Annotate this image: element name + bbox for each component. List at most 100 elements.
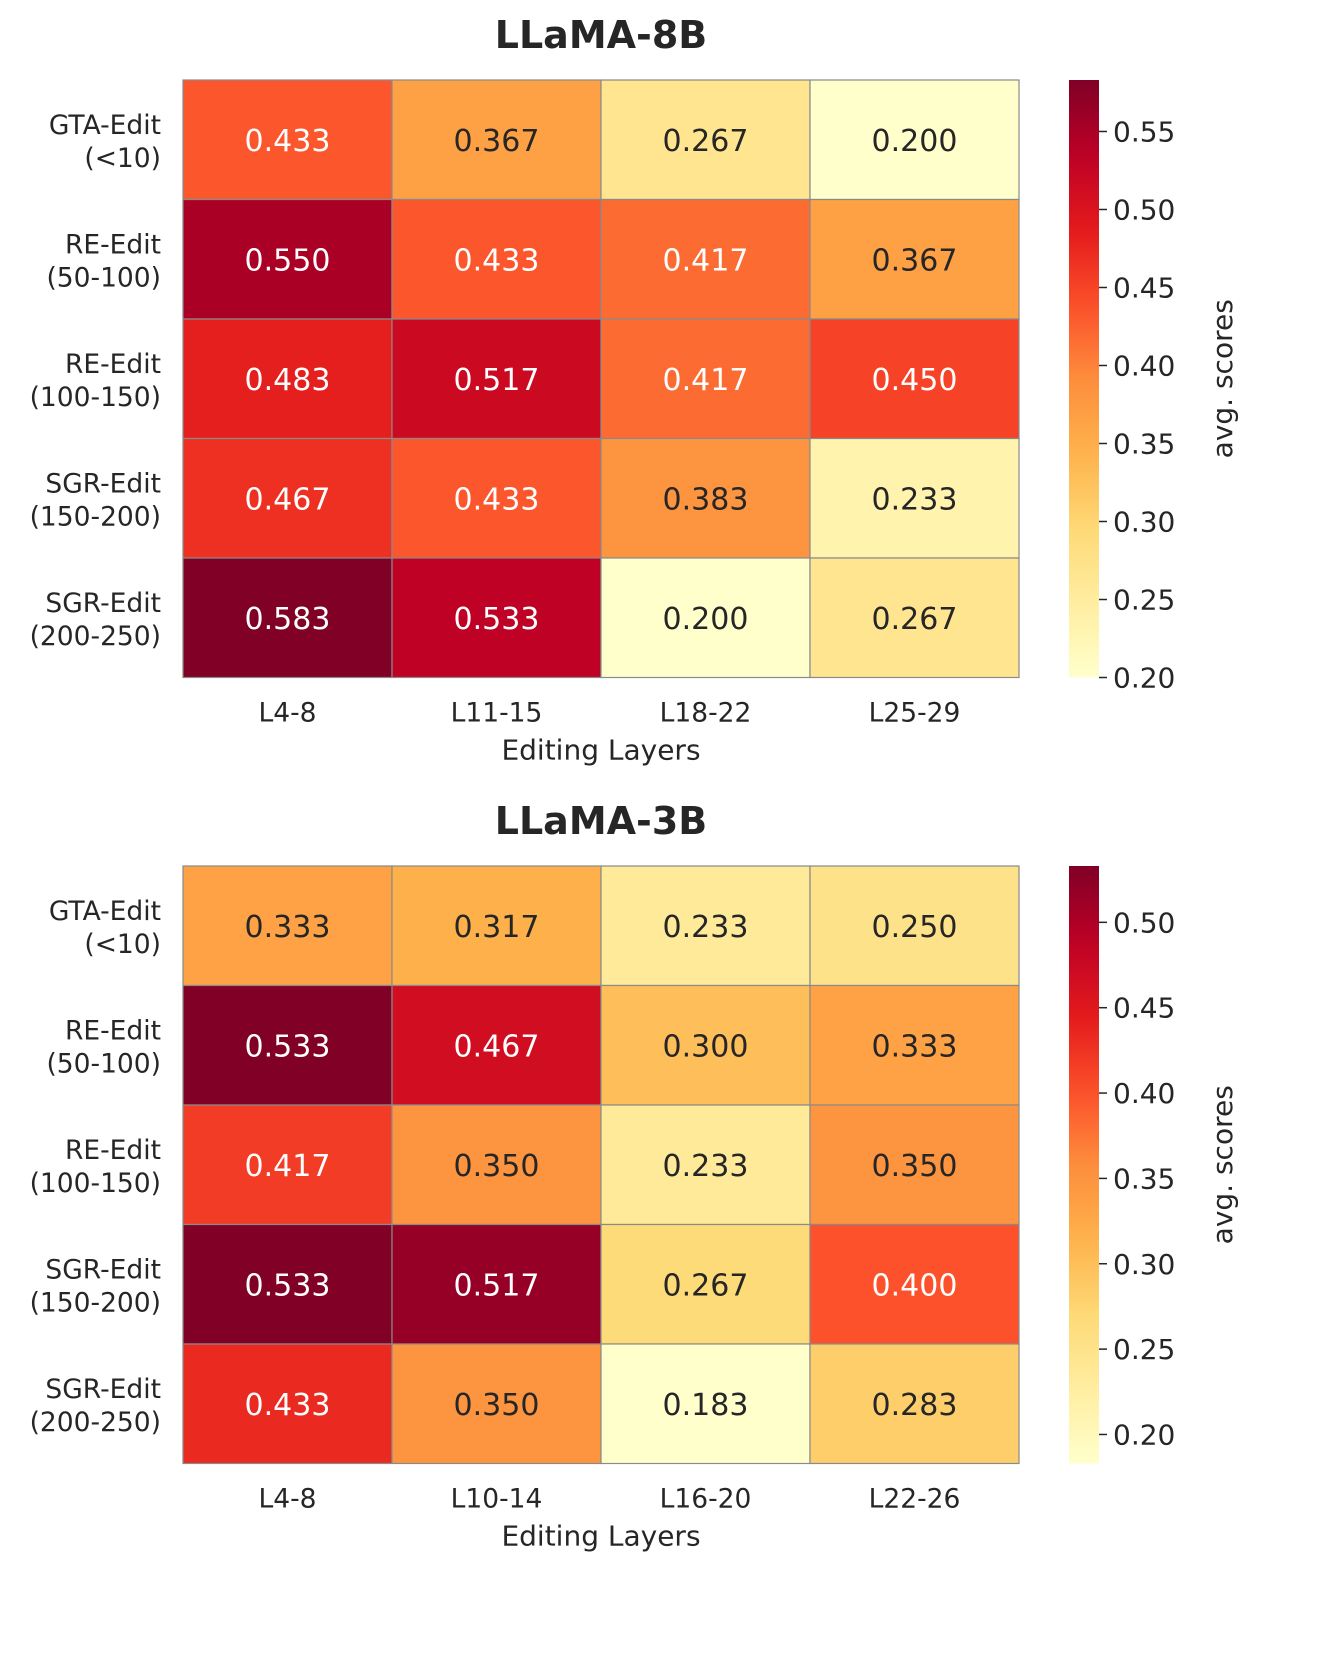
x-tick-label: L18-22 [660,698,752,729]
y-tick-label: SGR-Edit (150-200) [30,468,161,532]
cell-value-label: 0.233 [872,482,958,517]
cell-value-label: 0.200 [663,602,749,637]
heatmap-cell [391,437,602,559]
heatmap-cell [600,557,811,679]
colorbar-tick-label: 0.25 [1113,583,1175,616]
colorbar-tick-label: 0.50 [1113,193,1175,226]
heatmap-cell [809,79,1020,201]
cell-value-label: 0.183 [663,1388,749,1423]
colorbar-tick-label: 0.20 [1113,662,1175,695]
cell-value-label: 0.267 [872,602,958,637]
cell-value-label: 0.317 [454,910,540,945]
heatmap-cell [182,984,393,1106]
x-axis-label: Editing Layers [501,1520,700,1553]
cell-value-label: 0.267 [663,124,749,159]
heatmap-cell [391,1343,602,1465]
cell-value-label: 0.533 [245,1268,331,1303]
chart-title: LLaMA-3B [495,799,707,843]
cell-value-label: 0.483 [245,363,331,398]
heatmap-cell [809,198,1020,320]
heatmap-cell [600,437,811,559]
heatmap-cell [182,1343,393,1465]
cell-value-label: 0.433 [454,243,540,278]
cell-value-label: 0.417 [663,243,749,278]
cell-value-label: 0.467 [245,482,331,517]
heatmap-cell [391,318,602,440]
cell-value-label: 0.467 [454,1029,540,1064]
colorbar [1069,80,1099,678]
cell-value-label: 0.350 [872,1149,958,1184]
cell-value-label: 0.400 [872,1268,958,1303]
heatmap-cell [600,865,811,987]
heatmap-llama-3b: LLaMA-3B 0.333 0.317 0.233 0.250 0.533 0.467 0.… [30,799,1239,1553]
cell-value-label: 0.433 [245,1388,331,1423]
colorbar-label: avg. scores [1206,1085,1239,1244]
cell-value-label: 0.233 [663,1149,749,1184]
y-tick-label: GTA-Edit (<10) [49,896,161,960]
cell-value-label: 0.200 [872,124,958,159]
y-tick-label: RE-Edit (100-150) [30,1135,161,1199]
y-tick-label: SGR-Edit (200-250) [30,588,161,652]
x-tick-label: L4-8 [258,1484,316,1515]
x-tick-label: L16-20 [660,1484,752,1515]
chart-title: LLaMA-8B [495,13,707,57]
colorbar-tick-label: 0.40 [1113,1077,1175,1110]
heatmap-cell [391,557,602,679]
heatmap-llama-8b: LLaMA-8B 0.433 0.367 0.267 0.200 0.550 0.433 0.… [30,13,1239,767]
heatmap-cell [182,437,393,559]
heatmap-cell [182,557,393,679]
heatmap-cell [809,1104,1020,1226]
cell-value-label: 0.533 [245,1029,331,1064]
x-tick-label: L22-26 [869,1484,961,1515]
cell-value-label: 0.433 [245,124,331,159]
heatmap-cell [600,1223,811,1345]
x-axis-label: Editing Layers [501,734,700,767]
y-tick-label: RE-Edit (50-100) [46,229,161,293]
heatmap-cell [809,1343,1020,1465]
colorbar-tick-label: 0.45 [1113,992,1175,1025]
cell-value-label: 0.250 [872,910,958,945]
cell-value-label: 0.550 [245,243,331,278]
x-tick-label: L10-14 [451,1484,543,1515]
heatmap-cell [600,984,811,1106]
heatmap-cell [809,557,1020,679]
cell-value-label: 0.417 [663,363,749,398]
heatmap-cell [182,79,393,201]
y-tick-label: RE-Edit (50-100) [46,1015,161,1079]
cell-value-label: 0.533 [454,602,540,637]
heatmap-cell [809,437,1020,559]
colorbar-tick-label: 0.40 [1113,349,1175,382]
x-tick-label: L25-29 [869,698,961,729]
cell-value-label: 0.517 [454,1268,540,1303]
cell-value-label: 0.350 [454,1388,540,1423]
heatmap-cell [600,79,811,201]
cell-value-label: 0.383 [663,482,749,517]
colorbar-tick-label: 0.30 [1113,505,1175,538]
cell-value-label: 0.450 [872,363,958,398]
cell-value-label: 0.433 [454,482,540,517]
colorbar-tick-label: 0.50 [1113,906,1175,939]
y-tick-label: RE-Edit (100-150) [30,349,161,413]
cell-value-label: 0.417 [245,1149,331,1184]
heatmap-cell [391,984,602,1106]
heatmap-cell [809,865,1020,987]
heatmap-cell [809,1223,1020,1345]
x-tick-label: L4-8 [258,698,316,729]
heatmap-cell [182,1104,393,1226]
cell-value-label: 0.350 [454,1149,540,1184]
colorbar [1069,866,1099,1464]
colorbar-tick-label: 0.25 [1113,1333,1175,1366]
cell-value-label: 0.233 [663,910,749,945]
cell-value-label: 0.367 [872,243,958,278]
heatmap-cell [182,1223,393,1345]
cell-value-label: 0.333 [872,1029,958,1064]
cell-value-label: 0.283 [872,1388,958,1423]
y-tick-label: SGR-Edit (200-250) [30,1374,161,1438]
heatmap-cell [182,865,393,987]
heatmap-cell [182,198,393,320]
cell-value-label: 0.367 [454,124,540,159]
y-tick-label: GTA-Edit (<10) [49,110,161,174]
colorbar-tick-label: 0.35 [1113,427,1175,460]
colorbar-tick-label: 0.30 [1113,1248,1175,1281]
